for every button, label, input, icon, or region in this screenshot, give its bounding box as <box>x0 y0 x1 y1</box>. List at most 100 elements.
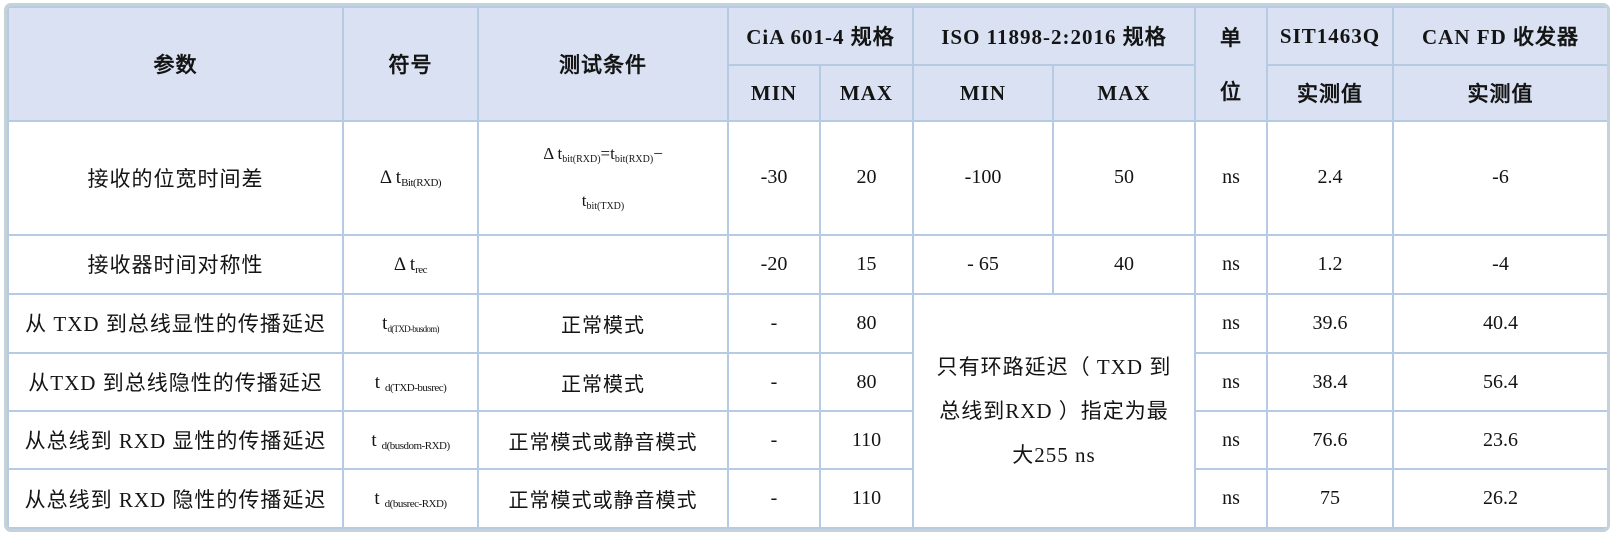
header-sit-measured: 实测值 <box>1266 64 1395 122</box>
formula-text: =t <box>600 143 615 163</box>
table-row: 从总线到 RXD 显性的传播延迟 t d(busdom-RXD) 正常模式或静音… <box>7 410 1607 471</box>
cia-min-cell: -30 <box>727 120 821 236</box>
header-row-1: 参数 符号 测试条件 CiA 601-4 规格 ISO 11898-2:2016… <box>7 6 1607 122</box>
cia-max-cell: 20 <box>819 120 914 236</box>
param-cell: 接收的位宽时间差 <box>7 120 344 236</box>
canfd-value-cell: 56.4 <box>1392 352 1607 413</box>
header-iso-spec: ISO 11898-2:2016 规格 <box>911 6 1197 66</box>
table-body: 接收的位宽时间差 Δ tBit(RXD) Δ tbit(RXD)=tbit(RX… <box>7 120 1607 529</box>
header-row-2: MIN MAX MIN MAX 实测值 实测值 <box>8 64 1607 122</box>
header-canfd-measured: 实测值 <box>1392 64 1607 122</box>
header-sit-device: SIT1463Q <box>1266 6 1395 66</box>
table-row: 接收器时间对称性 Δ trec -20 15 - 65 40 ns 1.2 -4 <box>7 233 1607 295</box>
condition-cell: 正常模式 <box>477 352 729 413</box>
unit-cell: ns <box>1194 292 1269 355</box>
symbol-subscript: d(TXD-busrec) <box>384 381 447 394</box>
unit-cell: ns <box>1194 410 1269 471</box>
header-condition: 测试条件 <box>477 6 729 122</box>
header-unit: 单 位 <box>1194 6 1269 122</box>
symbol-subscript: d(TXD-busdom) <box>387 323 439 334</box>
symbol-cell: td(TXD-busdom) <box>342 292 479 355</box>
formula-text: Δ t <box>543 143 563 163</box>
unit-label-line1: 单 <box>1220 26 1243 50</box>
header-param: 参数 <box>7 6 344 122</box>
formula-text: − <box>653 143 663 163</box>
unit-label-line2: 位 <box>1220 80 1243 104</box>
symbol-subscript: d(busrec-RXD) <box>384 498 447 511</box>
iso-note-line1: 只有环路延迟（ TXD 到 <box>936 354 1172 379</box>
cia-max-cell: 15 <box>819 233 914 295</box>
table-row: 从TXD 到总线隐性的传播延迟 t d(TXD-busrec) 正常模式 - 8… <box>7 352 1607 413</box>
sit-value-cell: 1.2 <box>1266 233 1395 295</box>
iso-max-cell: 40 <box>1051 233 1197 295</box>
cia-min-cell: - <box>727 468 821 529</box>
sit-value-cell: 39.6 <box>1266 292 1395 355</box>
cia-min-cell: - <box>727 352 821 413</box>
formula-subscript: bit(RXD) <box>562 153 601 165</box>
symbol-main: t <box>382 312 388 334</box>
symbol-main: t <box>371 429 377 451</box>
table-row: 接收的位宽时间差 Δ tBit(RXD) Δ tbit(RXD)=tbit(RX… <box>7 120 1607 236</box>
symbol-main: Δ t <box>393 253 416 275</box>
unit-label-stack: 单 位 <box>1198 10 1264 118</box>
condition-cell: Δ tbit(RXD)=tbit(RXD)− tbit(TXD) <box>477 120 729 236</box>
canfd-value-cell: 26.2 <box>1392 468 1607 529</box>
cia-min-cell: - <box>727 292 821 355</box>
symbol-subscript: rec <box>415 263 428 276</box>
table-header: 参数 符号 测试条件 CiA 601-4 规格 ISO 11898-2:2016… <box>7 6 1607 122</box>
header-symbol: 符号 <box>342 6 479 122</box>
condition-cell <box>477 233 729 295</box>
symbol-main: t <box>374 488 380 510</box>
iso-max-cell: 50 <box>1051 120 1197 236</box>
unit-cell: ns <box>1194 352 1269 413</box>
header-cia-spec: CiA 601-4 规格 <box>727 6 914 66</box>
param-cell: 从 TXD 到总线显性的传播延迟 <box>7 292 344 355</box>
param-cell: 接收器时间对称性 <box>7 233 344 295</box>
formula-text: t <box>581 190 587 210</box>
iso-min-cell: - 65 <box>912 233 1054 295</box>
symbol-subscript: Bit(RXD) <box>401 177 442 190</box>
canfd-value-cell: 23.6 <box>1392 410 1607 471</box>
table-row: 从总线到 RXD 隐性的传播延迟 t d(busrec-RXD) 正常模式或静音… <box>7 468 1607 529</box>
iso-note-line2: 总线到RXD ）指定为最 <box>939 398 1169 423</box>
canfd-value-cell: 40.4 <box>1392 292 1607 355</box>
symbol-cell: t d(busrec-RXD) <box>342 468 479 529</box>
sit-value-cell: 75 <box>1266 468 1395 529</box>
param-cell: 从TXD 到总线隐性的传播延迟 <box>7 352 344 413</box>
symbol-main: Δ t <box>379 167 402 189</box>
cia-min-cell: - <box>727 410 821 471</box>
condition-formula-line1: Δ tbit(RXD)=tbit(RXD)− <box>481 144 725 165</box>
symbol-subscript: d(busdom-RXD) <box>381 439 451 452</box>
symbol-cell: Δ trec <box>342 233 479 295</box>
spec-table-frame: 参数 符号 测试条件 CiA 601-4 规格 ISO 11898-2:2016… <box>4 3 1610 532</box>
header-cia-min: MIN <box>727 64 821 122</box>
unit-cell: ns <box>1194 468 1269 529</box>
cia-max-cell: 80 <box>819 292 914 355</box>
iso-loop-delay-note-cell: 只有环路延迟（ TXD 到 总线到RXD ）指定为最 大255 ns <box>911 292 1197 529</box>
table-row: 从 TXD 到总线显性的传播延迟 td(TXD-busdom) 正常模式 - 8… <box>7 292 1607 529</box>
iso-min-cell: -100 <box>912 120 1054 236</box>
param-cell: 从总线到 RXD 隐性的传播延迟 <box>7 468 344 529</box>
param-cell: 从总线到 RXD 显性的传播延迟 <box>7 410 344 471</box>
sit-value-cell: 76.6 <box>1266 410 1395 471</box>
formula-subscript: bit(RXD) <box>614 153 654 165</box>
symbol-cell: Δ tBit(RXD) <box>342 120 479 236</box>
sit-value-cell: 38.4 <box>1266 352 1395 413</box>
symbol-main: t <box>374 371 380 393</box>
header-iso-max: MAX <box>1051 64 1197 122</box>
iso-note-line3: 大255 ns <box>1012 442 1096 467</box>
header-cia-max: MAX <box>819 64 914 122</box>
sit-value-cell: 2.4 <box>1266 120 1395 236</box>
symbol-cell: t d(TXD-busrec) <box>342 352 479 413</box>
condition-cell: 正常模式 <box>477 292 729 355</box>
condition-cell: 正常模式或静音模式 <box>477 410 729 471</box>
header-iso-min: MIN <box>912 64 1054 122</box>
cia-min-cell: -20 <box>727 233 821 295</box>
unit-cell: ns <box>1194 120 1269 236</box>
condition-formula-line2: tbit(TXD) <box>481 191 725 212</box>
cia-max-cell: 80 <box>819 352 914 413</box>
condition-cell: 正常模式或静音模式 <box>477 468 729 529</box>
formula-subscript: bit(TXD) <box>586 200 625 212</box>
symbol-cell: t d(busdom-RXD) <box>342 410 479 471</box>
